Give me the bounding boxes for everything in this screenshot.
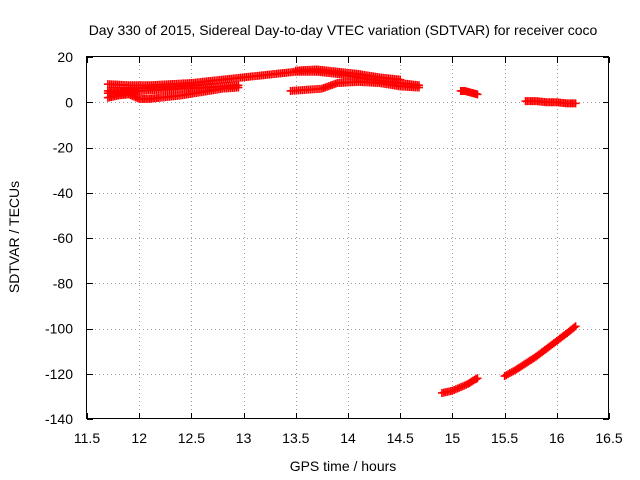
series-arc-9: [437, 374, 482, 397]
series-arc-4: [103, 86, 144, 98]
x-tick-label: 14.5: [387, 430, 414, 446]
data-point: [135, 86, 144, 95]
data-point: [473, 90, 482, 99]
series-arc-6: [291, 65, 405, 84]
series-arc-8: [521, 97, 580, 108]
grid-lines: [87, 57, 609, 419]
x-tick-label: 16.5: [595, 430, 622, 446]
y-tick-label: -100: [45, 321, 73, 337]
y-tick-label: -60: [53, 230, 73, 246]
x-tick-label: 16: [549, 430, 565, 446]
data-points: [103, 65, 580, 397]
x-tick-label: 12: [131, 430, 147, 446]
series-arc-10: [500, 322, 580, 381]
x-tick-label: 13: [236, 430, 252, 446]
x-tick-label: 13.5: [282, 430, 309, 446]
y-tick-label: -140: [45, 411, 73, 427]
chart-title: Day 330 of 2015, Sidereal Day-to-day VTE…: [89, 22, 598, 38]
y-axis-title: SDTVAR / TECUs: [6, 181, 22, 293]
series-arc-7: [456, 86, 482, 99]
x-axis-title: GPS time / hours: [290, 458, 397, 474]
x-tick-label: 11.5: [74, 430, 100, 446]
data-point: [571, 322, 580, 331]
x-tick-labels: 11.5 12 12.5 13 13.5 14 14.5 15 15.5 16 16.5: [74, 430, 623, 446]
data-point: [396, 75, 405, 84]
y-tick-labels: -140 -120 -100 -80 -60 -40 -20 0 20: [45, 49, 73, 427]
y-tick-label: 0: [65, 94, 73, 110]
plot-frame: [86, 56, 609, 419]
data-point: [473, 374, 482, 383]
data-point: [571, 99, 580, 108]
series-arc-5: [286, 77, 423, 95]
y-tick-label: -80: [53, 275, 73, 291]
y-tick-label: -120: [45, 366, 73, 382]
data-point: [234, 81, 243, 90]
data-point: [570, 323, 579, 332]
y-tick-label: -20: [53, 140, 73, 156]
y-tick-label: 20: [57, 49, 73, 65]
y-tick-label: -40: [53, 185, 73, 201]
data-point: [414, 83, 423, 92]
x-tick-label: 15.5: [491, 430, 518, 446]
x-tick-label: 12.5: [178, 430, 205, 446]
x-tick-label: 15: [445, 430, 461, 446]
x-tick-label: 14: [340, 430, 356, 446]
